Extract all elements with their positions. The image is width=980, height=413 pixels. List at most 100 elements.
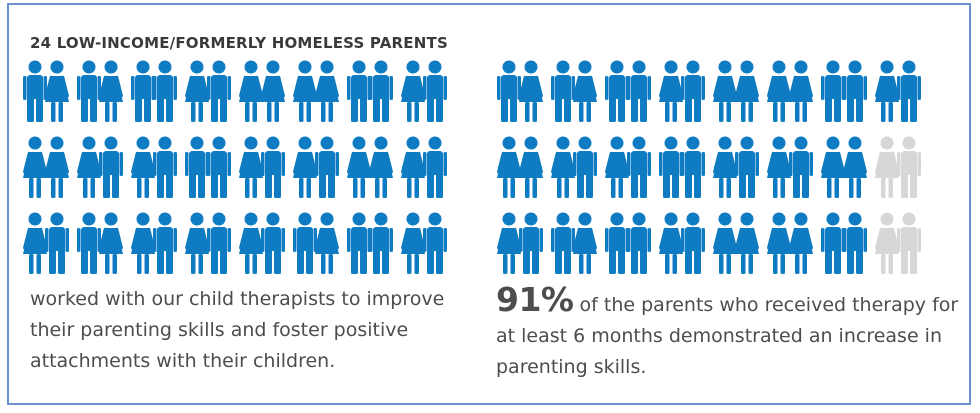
woman-icon: [45, 136, 69, 198]
man-icon: [897, 136, 921, 198]
parent-pair-icon: [347, 212, 393, 274]
parent-pair-icon: [131, 60, 177, 122]
man-icon: [573, 136, 597, 198]
parent-pair-icon: [293, 60, 339, 122]
parent-pair-icon: [239, 212, 285, 274]
man-icon: [423, 212, 447, 274]
woman-icon: [875, 136, 899, 198]
parent-pair-icon: [347, 136, 393, 198]
parent-pair-icon: [23, 60, 69, 122]
woman-icon: [767, 212, 791, 274]
woman-icon: [789, 60, 813, 122]
woman-icon: [261, 60, 285, 122]
man-icon: [627, 136, 651, 198]
caption-left: worked with our child therapists to impr…: [30, 288, 445, 372]
man-icon: [369, 212, 393, 274]
woman-icon: [185, 60, 209, 122]
parent-pair-icon: [497, 60, 543, 122]
man-icon: [23, 60, 47, 122]
man-icon: [681, 136, 705, 198]
woman-icon: [519, 136, 543, 198]
man-icon: [681, 60, 705, 122]
man-icon: [789, 136, 813, 198]
woman-icon: [875, 212, 899, 274]
parent-icons-right: [497, 60, 921, 274]
woman-icon: [573, 212, 597, 274]
woman-icon: [131, 136, 155, 198]
woman-icon: [401, 212, 425, 274]
parent-pair-icon: [875, 212, 921, 274]
man-icon: [659, 136, 683, 198]
parent-pair-icon: [659, 212, 705, 274]
man-icon: [347, 60, 371, 122]
woman-icon: [767, 136, 791, 198]
parent-pair-icon: [767, 60, 813, 122]
parent-pair-icon: [401, 60, 447, 122]
parent-pair-icon: [659, 60, 705, 122]
woman-icon: [185, 212, 209, 274]
woman-icon: [99, 212, 123, 274]
woman-icon: [315, 212, 339, 274]
parent-pair-icon: [77, 60, 123, 122]
man-icon: [207, 136, 231, 198]
parent-pair-icon: [185, 60, 231, 122]
man-icon: [821, 60, 845, 122]
man-icon: [897, 212, 921, 274]
parent-pair-icon: [767, 136, 813, 198]
man-icon: [423, 60, 447, 122]
man-icon: [99, 136, 123, 198]
parent-pair-icon: [821, 136, 867, 198]
man-icon: [627, 212, 651, 274]
man-icon: [423, 136, 447, 198]
left-parent-icon-grid: [22, 60, 472, 280]
woman-icon: [45, 60, 69, 122]
parent-pair-icon: [347, 60, 393, 122]
man-icon: [627, 60, 651, 122]
woman-icon: [605, 136, 629, 198]
parent-pair-icon: [551, 60, 597, 122]
woman-icon: [315, 60, 339, 122]
parent-pair-icon: [605, 212, 651, 274]
man-icon: [315, 136, 339, 198]
woman-icon: [23, 136, 47, 198]
man-icon: [153, 60, 177, 122]
man-icon: [843, 60, 867, 122]
man-icon: [551, 60, 575, 122]
man-icon: [185, 136, 209, 198]
parent-pair-icon: [293, 136, 339, 198]
woman-icon: [659, 60, 683, 122]
woman-icon: [713, 212, 737, 274]
parent-pair-icon: [185, 136, 231, 198]
woman-icon: [293, 136, 317, 198]
woman-icon: [789, 212, 813, 274]
woman-icon: [875, 60, 899, 122]
parent-pair-icon: [131, 212, 177, 274]
parent-pair-icon: [713, 136, 759, 198]
woman-icon: [131, 212, 155, 274]
man-icon: [77, 212, 101, 274]
woman-icon: [77, 136, 101, 198]
woman-icon: [713, 60, 737, 122]
man-icon: [347, 212, 371, 274]
woman-icon: [239, 60, 263, 122]
parent-icons-left: [23, 60, 447, 274]
parent-pair-icon: [23, 136, 69, 198]
man-icon: [261, 212, 285, 274]
man-icon: [207, 60, 231, 122]
woman-icon: [401, 136, 425, 198]
woman-icon: [23, 212, 47, 274]
man-icon: [153, 136, 177, 198]
woman-icon: [369, 136, 393, 198]
woman-icon: [767, 60, 791, 122]
woman-icon: [497, 136, 521, 198]
parent-pair-icon: [605, 136, 651, 198]
man-icon: [207, 212, 231, 274]
parent-pair-icon: [239, 136, 285, 198]
parent-pair-icon: [551, 136, 597, 198]
parent-pair-icon: [497, 212, 543, 274]
man-icon: [551, 212, 575, 274]
parent-pair-icon: [551, 212, 597, 274]
man-icon: [843, 212, 867, 274]
parent-pair-icon: [239, 60, 285, 122]
woman-icon: [659, 212, 683, 274]
